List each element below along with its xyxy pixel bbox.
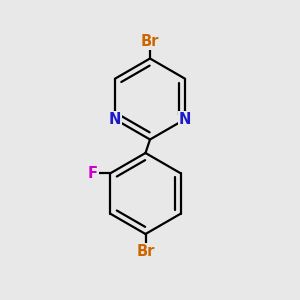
Text: Br: Br <box>141 34 159 49</box>
Text: Br: Br <box>136 244 155 259</box>
Text: N: N <box>109 112 121 127</box>
Text: F: F <box>87 166 98 181</box>
Text: N: N <box>179 112 191 127</box>
